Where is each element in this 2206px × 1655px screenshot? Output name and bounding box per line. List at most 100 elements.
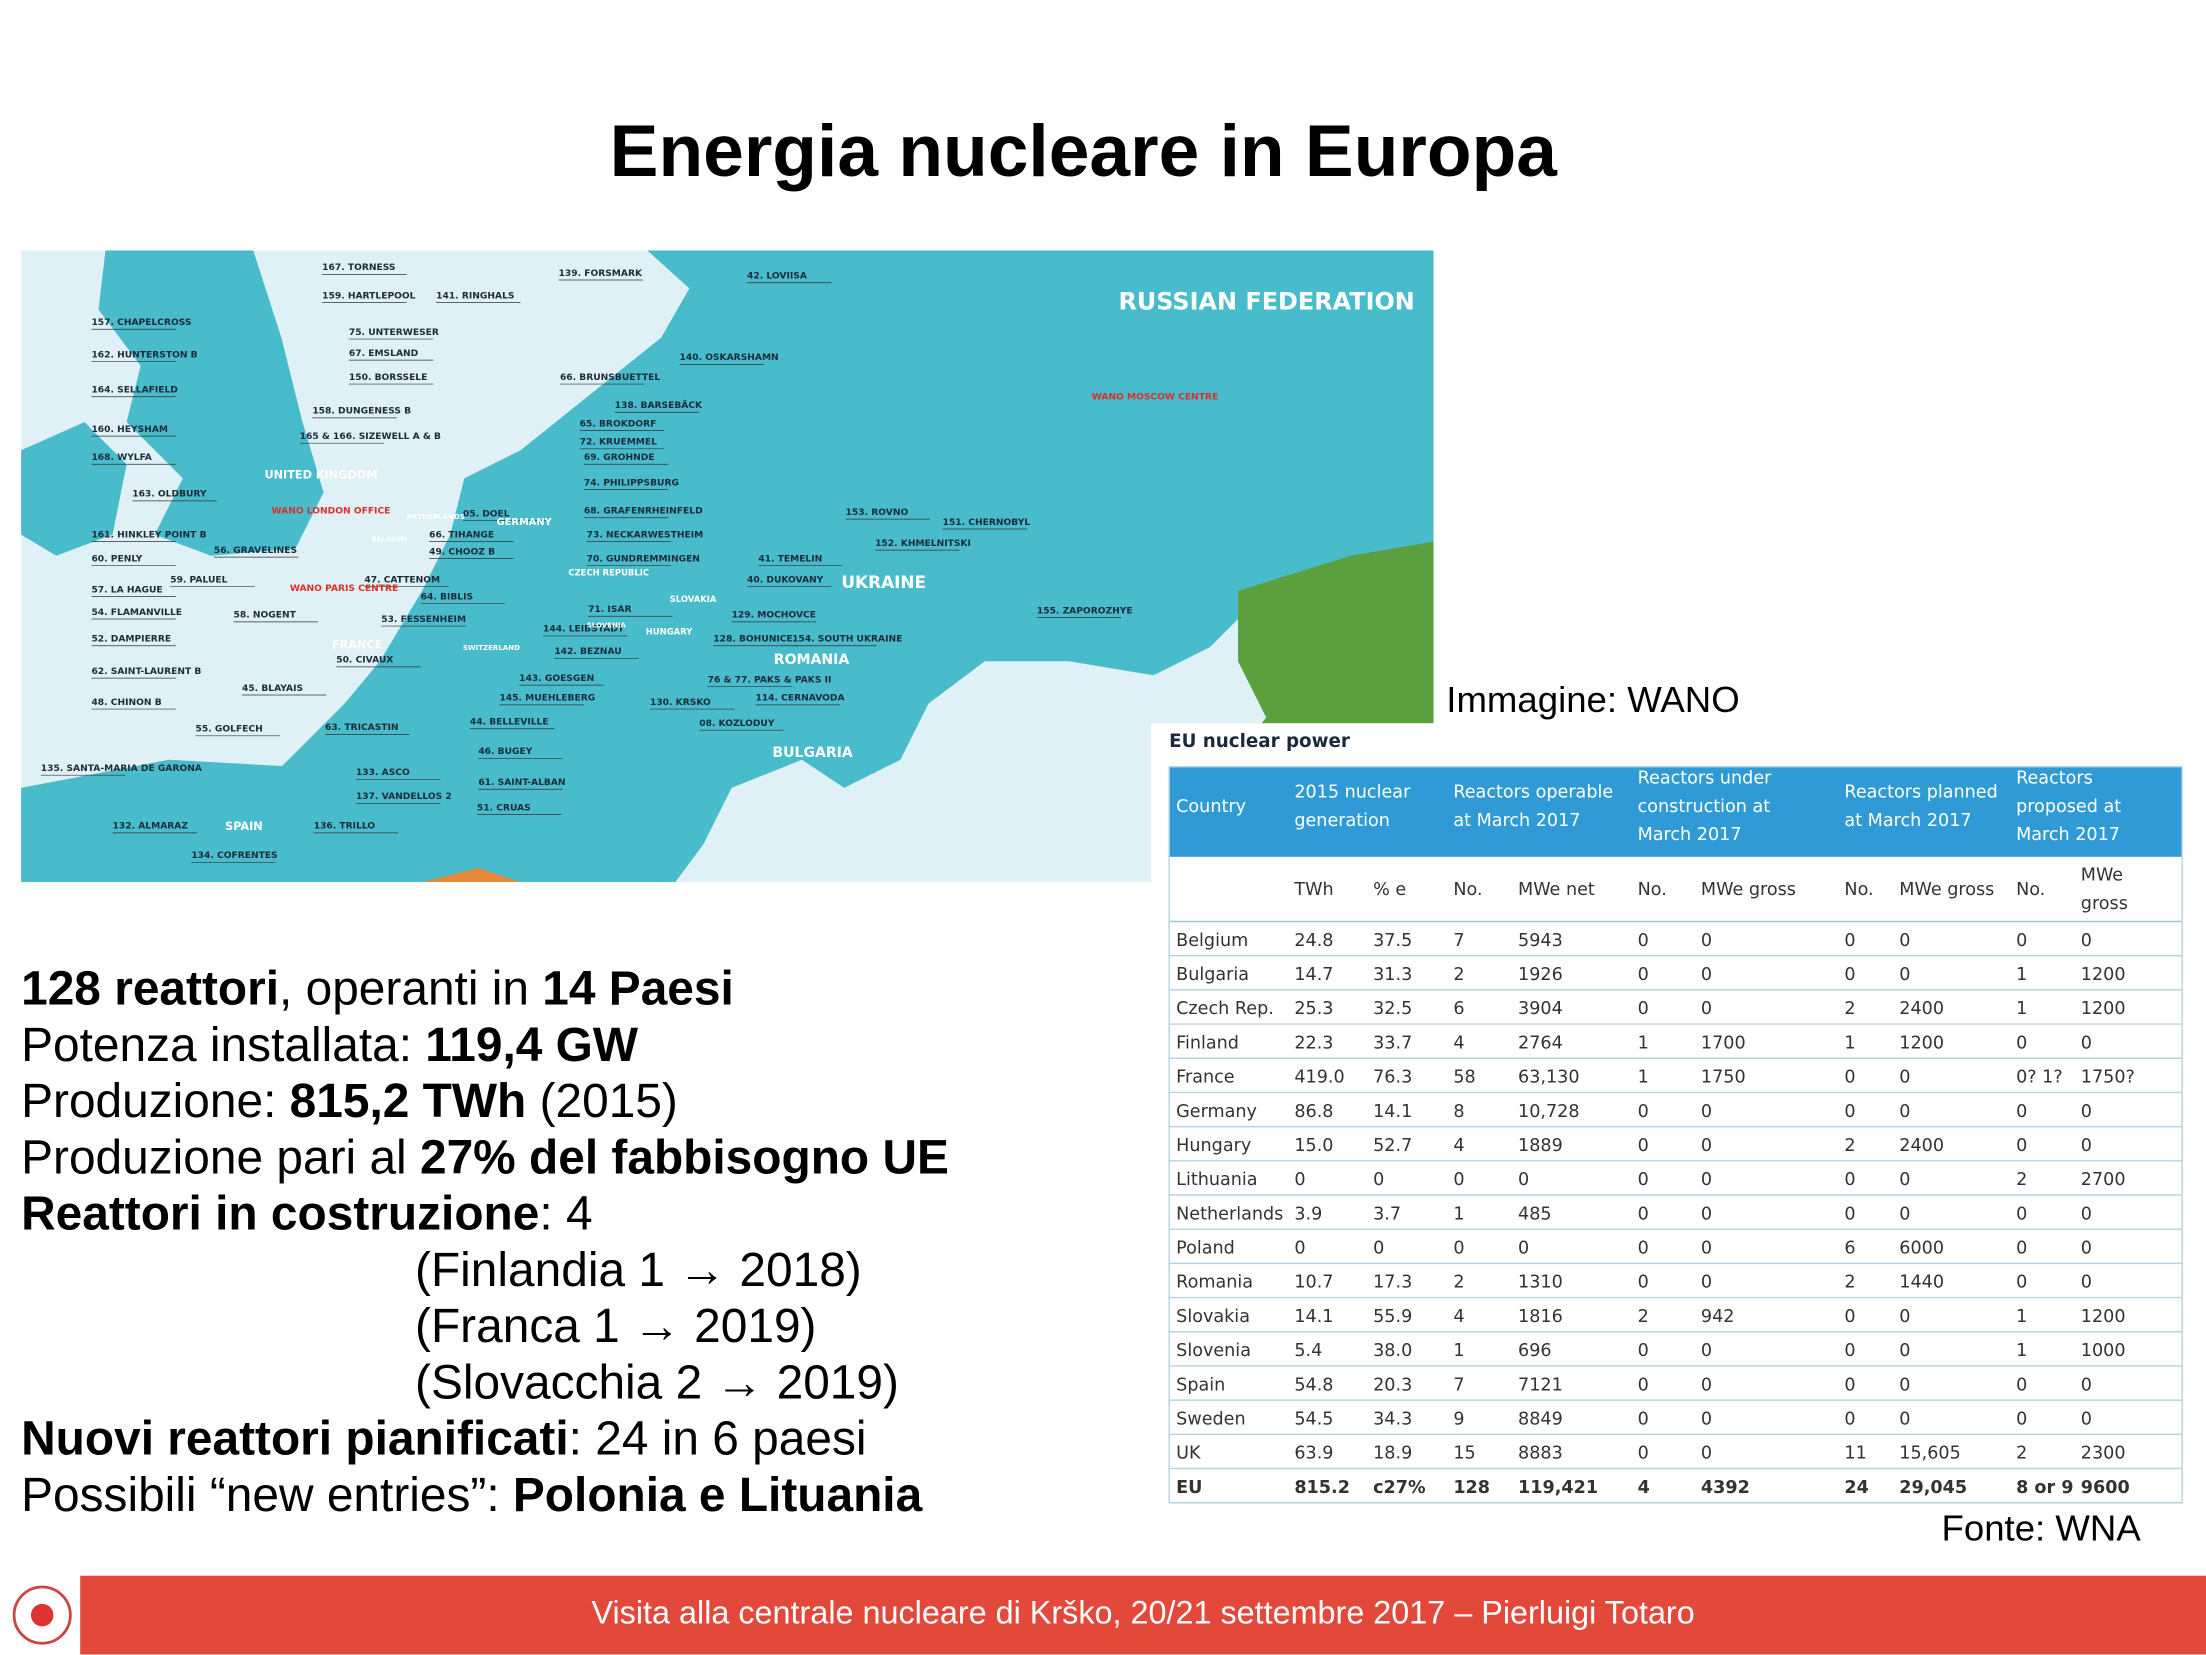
table-cell: c27% [1373, 1478, 1426, 1498]
table-cell: 0 [1844, 1375, 1855, 1395]
table-cell: 4 [1638, 1478, 1650, 1498]
plant-label: 165 & 166. SIZEWELL A & B [300, 432, 441, 442]
plant-label: 47. CATTENOM [364, 575, 440, 585]
text-segment: Produzione pari al [21, 1131, 420, 1185]
logo [12, 1585, 72, 1645]
table-cell: 4 [1453, 1033, 1464, 1053]
table-cell: 0 [1844, 1170, 1855, 1190]
table-title: EU nuclear power [1169, 731, 1350, 752]
plant-label: 153. ROVNO [846, 508, 909, 518]
plant-label: 44. BELLEVILLE [470, 718, 549, 728]
plant-label: 69. GROHNDE [584, 453, 655, 463]
plant-label: 46. BUGEY [478, 747, 532, 757]
table-cell: 5943 [1518, 931, 1563, 951]
table-cell: 4 [1453, 1136, 1464, 1156]
table-cell: 2 [1638, 1307, 1649, 1327]
text-segment: Possibili “new entries”: [21, 1468, 513, 1523]
header-line: generation [1294, 811, 1390, 831]
table-cell: 38.0 [1373, 1341, 1412, 1361]
table-header: Reactors proposed at March 2017 [2016, 769, 2121, 845]
plant-label: 75. UNTERWESER [349, 328, 439, 338]
text-line: Reattori in costruzione: 4 [21, 1186, 949, 1242]
table-cell: 0 [2081, 1239, 2092, 1259]
table-cell: Bulgaria [1176, 965, 1249, 985]
plant-label: 159. HARTLEPOOL [322, 291, 415, 301]
table-cell: 0 [2016, 1102, 2027, 1122]
text-line: (Franca 1 → 2019) [21, 1299, 949, 1355]
table-cell: 52.7 [1373, 1136, 1412, 1156]
table-cell: France [1176, 1068, 1234, 1088]
table-cell: 1200 [2081, 999, 2126, 1019]
plant-label: 68. GRAFENRHEINFELD [584, 507, 703, 517]
table-cell: 0 [1899, 1204, 1910, 1224]
plant-label: 55. GOLFECH [196, 725, 263, 735]
table-cell: 0 [1701, 1170, 1712, 1190]
text-segment: : 24 in 6 paesi [568, 1412, 867, 1466]
table-cell: 1 [1638, 1068, 1649, 1088]
country-label: UKRAINE [841, 572, 926, 592]
footer-text: Visita alla centrale nucleare di Krško, … [591, 1594, 1695, 1631]
table-cell: 11 [1844, 1444, 1866, 1464]
text-segment: 27% del fabbisogno UE [419, 1131, 949, 1185]
header-line: Country [1176, 797, 1246, 817]
table-cell: 0 [2016, 1375, 2027, 1395]
country-label: GERMANY [497, 517, 553, 528]
table-cell: 54.5 [1294, 1409, 1333, 1429]
table-cell: 1 [1844, 1033, 1855, 1053]
country-label: BULGARIA [772, 745, 853, 761]
table-cell: 0 [2016, 1239, 2027, 1259]
table-cell: Spain [1176, 1375, 1225, 1395]
table-cell: 0 [1701, 1409, 1712, 1429]
plant-label: 76 & 77. PAKS & PAKS II [708, 675, 832, 685]
plant-label: 152. KHMELNITSKI [875, 539, 971, 549]
plant-label: 51. CRUAS [477, 803, 531, 813]
table-cell: 0 [1638, 965, 1649, 985]
table-cell: 14.1 [1373, 1102, 1412, 1122]
table-cell: 0 [1701, 999, 1712, 1019]
plant-label: 162. HUNTERSTON B [91, 350, 197, 360]
plant-label: 145. MUEHLEBERG [499, 694, 595, 704]
table-cell: 6 [1844, 1239, 1855, 1259]
text-segment: : 4 [539, 1187, 593, 1241]
header-line: March 2017 [1638, 825, 1742, 845]
text-segment: Reattori in costruzione [21, 1187, 540, 1241]
summary-text: 128 reattori, operanti in 14 Paesi Potenz… [21, 961, 949, 1524]
plant-label: 161. HINKLEY POINT B [91, 530, 206, 540]
table-cell: 4392 [1701, 1478, 1750, 1498]
text-line: 128 reattori, operanti in 14 Paesi [21, 961, 949, 1017]
table-cell: 0 [2016, 1273, 2027, 1293]
text-line: Nuovi reattori pianificati: 24 in 6 paes… [21, 1411, 949, 1467]
plant-label: 139. FORSMARK [559, 269, 643, 279]
table-subheader: No. [1844, 880, 1873, 900]
land [21, 422, 127, 556]
table-cell: 1 [1453, 1341, 1464, 1361]
table-cell: 1700 [1701, 1033, 1746, 1053]
plant-label: 48. CHINON B [91, 698, 161, 708]
table-cell: Sweden [1176, 1409, 1245, 1429]
table-cell: 119,421 [1518, 1478, 1598, 1498]
table-cell: 76.3 [1373, 1068, 1412, 1088]
table-cell: 0 [1701, 1375, 1712, 1395]
table-cell: 0 [1638, 1136, 1649, 1156]
text-line: (Slovacchia 2 → 2019) [21, 1355, 949, 1411]
table-cell: 0 [1899, 965, 1910, 985]
table-cell: 0 [1701, 931, 1712, 951]
land [98, 250, 324, 556]
table-cell: 419.0 [1294, 1068, 1344, 1088]
table-cell: 0 [1701, 1273, 1712, 1293]
table-cell: 942 [1701, 1307, 1735, 1327]
image-credit: Immagine: WANO [1446, 678, 1740, 721]
plant-label: 61. SAINT-ALBAN [478, 778, 565, 788]
table-header-bg [1169, 766, 2183, 857]
table-cell: 7 [1453, 1375, 1464, 1395]
plant-label: 160. HEYSHAM [91, 425, 168, 435]
table-cell: 2400 [1899, 999, 1944, 1019]
table-cell: EU [1176, 1478, 1202, 1498]
plant-label: 40. DUKOVANY [747, 575, 824, 585]
table-cell: 1200 [2081, 1307, 2126, 1327]
plant-label: 05. DOEL [463, 509, 510, 519]
table-cell: Hungary [1176, 1136, 1251, 1156]
table-cell: 0 [1701, 1204, 1712, 1224]
table-cell: 0 [1701, 965, 1712, 985]
plant-label: 157. CHAPELCROSS [91, 318, 191, 328]
